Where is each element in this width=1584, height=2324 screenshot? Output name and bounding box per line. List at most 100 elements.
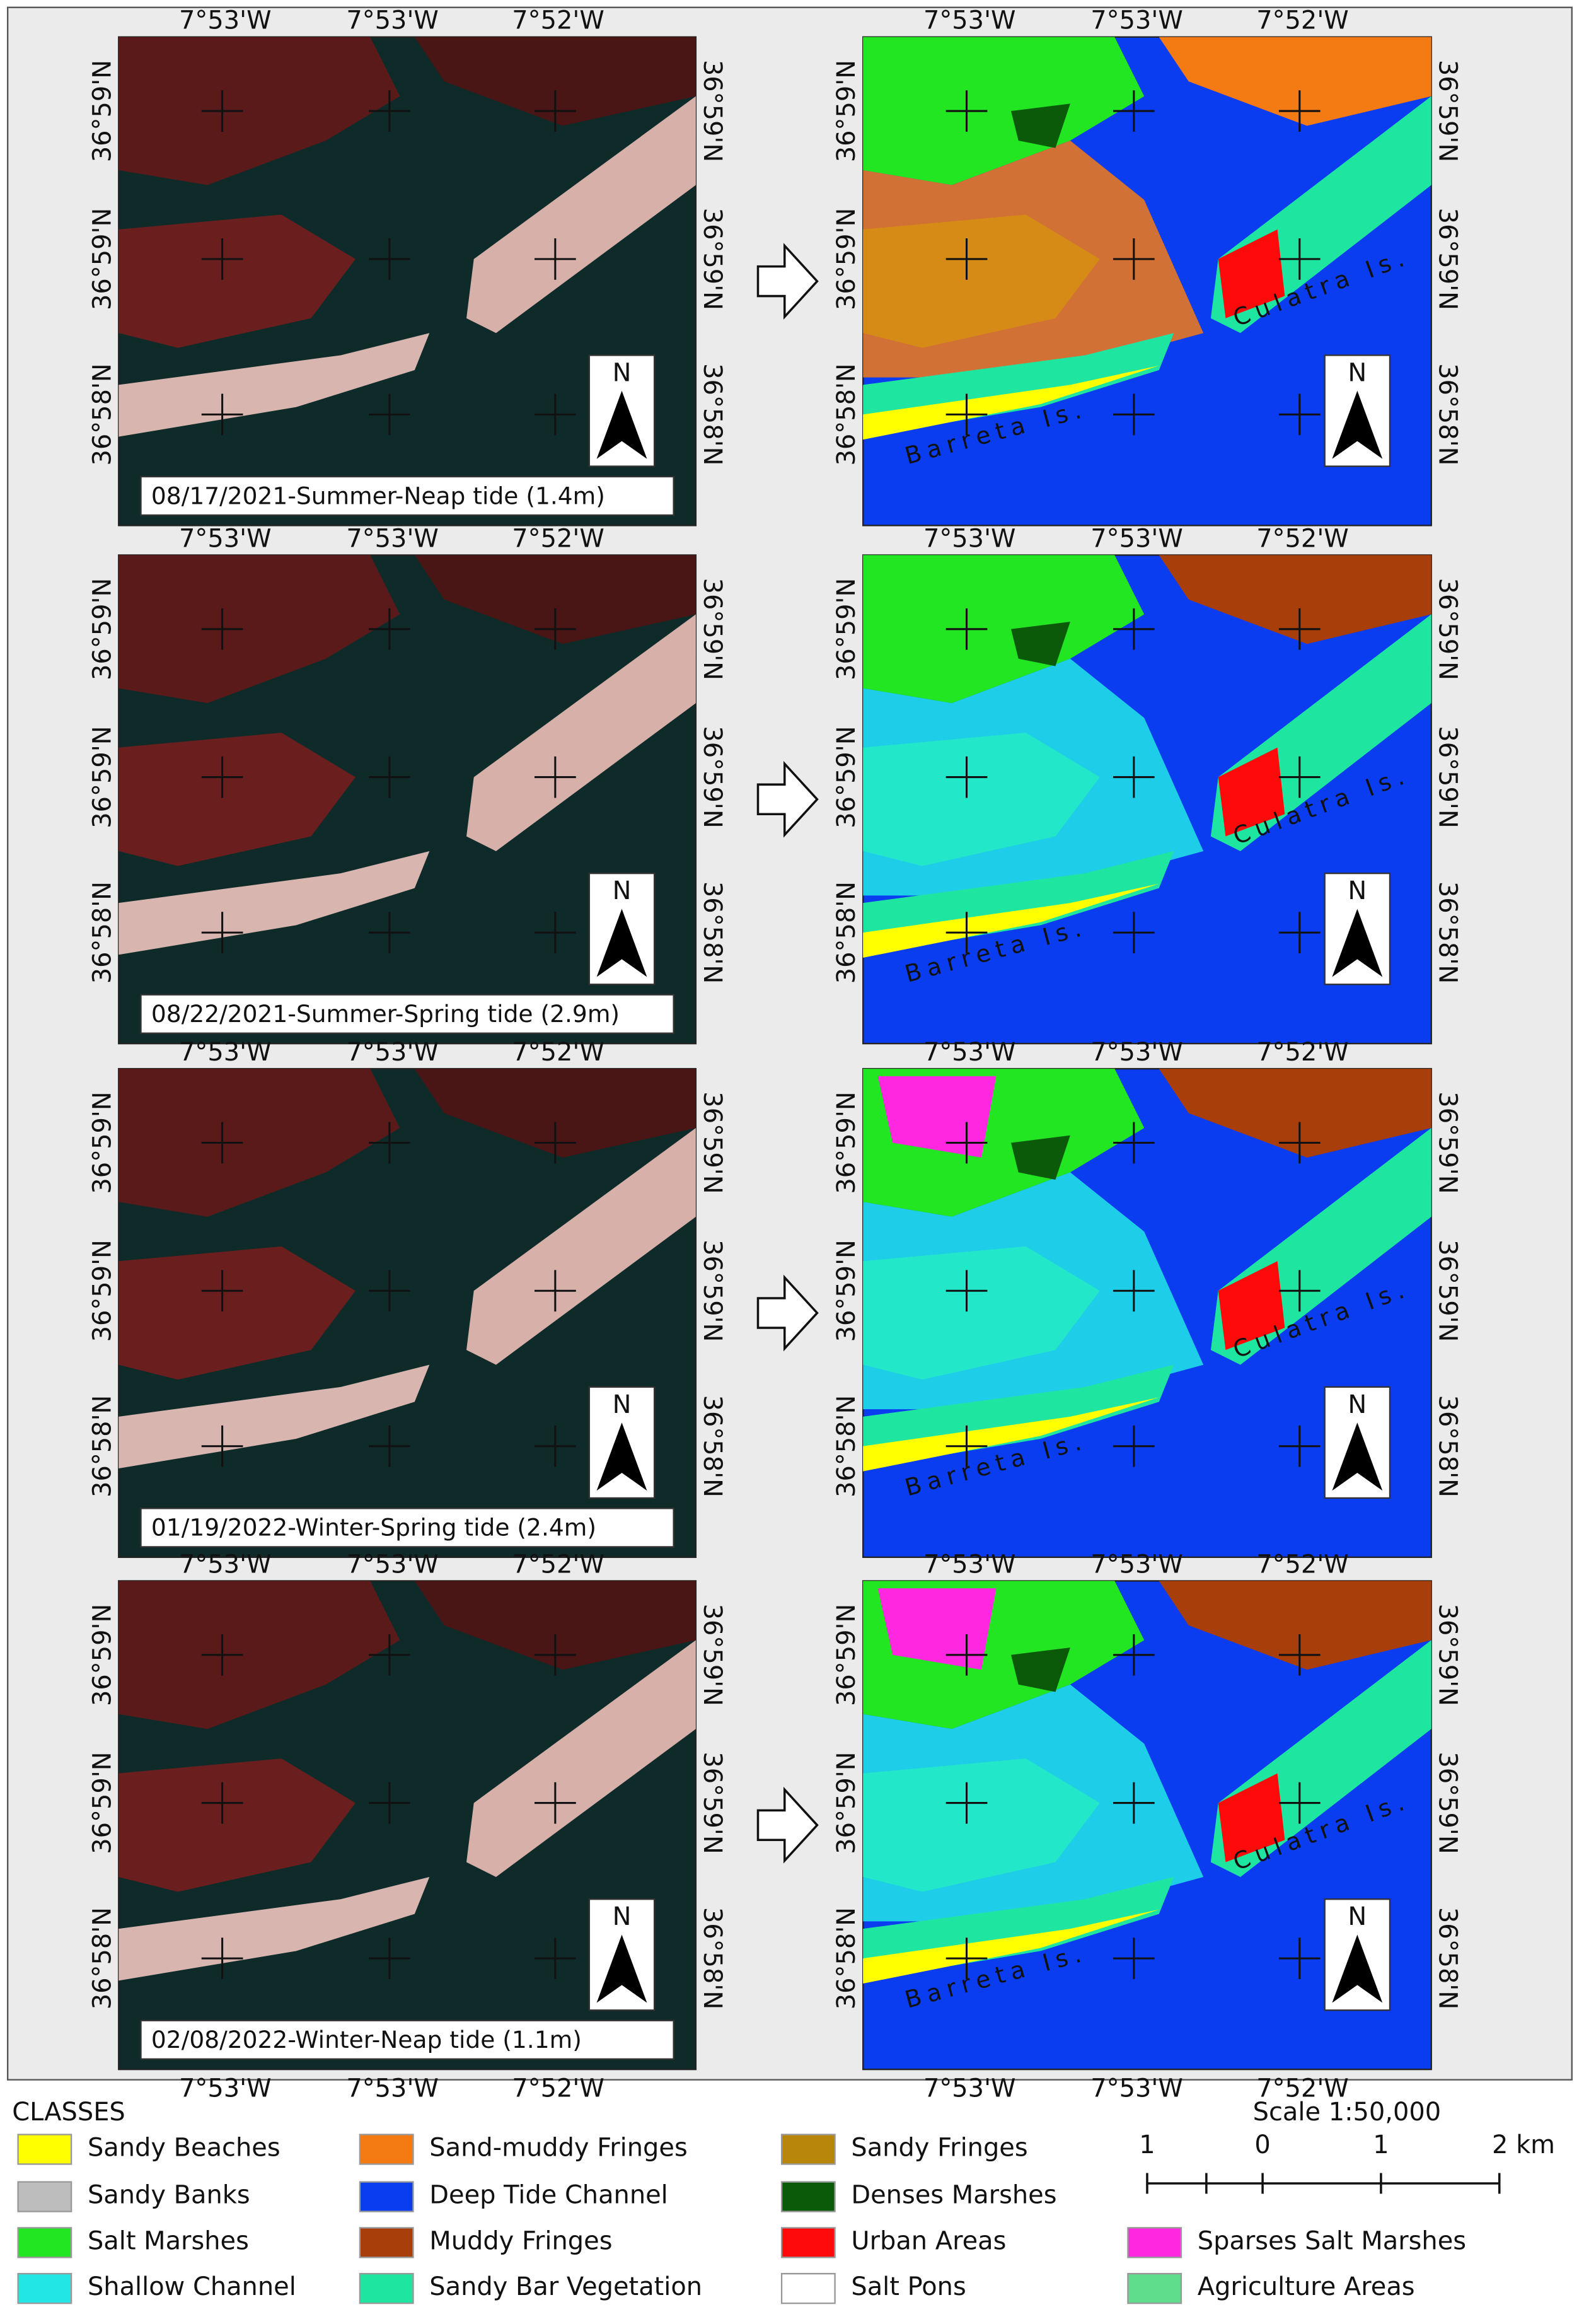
grid-cross xyxy=(201,1634,243,1676)
lat-label: 36°58'N xyxy=(698,881,727,984)
legend-label: Salt Marshes xyxy=(88,2226,249,2255)
lon-label: 7°52'W xyxy=(512,6,604,35)
grid-cross xyxy=(1113,608,1155,650)
north-box xyxy=(588,1898,656,2011)
legend-swatch xyxy=(780,2134,836,2165)
lat-label: 36°58'N xyxy=(832,363,861,465)
lat-label: 36°59'N xyxy=(88,1752,117,1854)
grid-cross xyxy=(201,608,243,650)
grid-cross xyxy=(945,608,988,650)
barreta-bar xyxy=(119,333,430,437)
lon-label: 7°52'W xyxy=(1256,1038,1349,1067)
lon-label: 7°53'W xyxy=(179,2074,272,2103)
grid-cross xyxy=(534,1270,576,1312)
legend-label: Urban Areas xyxy=(851,2226,1006,2255)
legend-label: Salt Pons xyxy=(851,2272,966,2301)
north-arrow xyxy=(1332,909,1383,977)
grid-cross xyxy=(945,1938,988,1979)
lat-label: 36°59'N xyxy=(88,60,117,162)
dense-marsh xyxy=(1010,622,1070,666)
legend-label: Sandy Bar Vegetation xyxy=(429,2272,702,2301)
shallow xyxy=(863,658,1204,896)
satellite-image: N xyxy=(118,36,697,526)
legend-label: Sparses Salt Marshes xyxy=(1198,2226,1466,2255)
lon-label: 7°53'W xyxy=(179,1550,272,1579)
grid-cross xyxy=(945,1122,988,1164)
lat-label: 36°59'N xyxy=(1433,1240,1462,1342)
panel-caption: 08/17/2021-Summer-Neap tide (1.4m) xyxy=(151,482,605,509)
lat-label: 36°59'N xyxy=(832,726,861,828)
marsh xyxy=(414,555,696,644)
north-arrow xyxy=(1332,390,1383,459)
grid-cross xyxy=(945,238,988,280)
lon-label: 7°53'W xyxy=(923,6,1016,35)
legend-label: Agriculture Areas xyxy=(1198,2272,1415,2301)
lon-label: 7°53'W xyxy=(1090,6,1183,35)
grid-cross xyxy=(1278,1122,1321,1164)
lon-label: 7°53'W xyxy=(179,1038,272,1067)
legend-swatch xyxy=(17,2273,72,2304)
marsh xyxy=(414,37,696,126)
lat-label: 36°59'N xyxy=(832,578,861,680)
lat-label: 36°59'N xyxy=(1433,1604,1462,1706)
grid-cross xyxy=(369,90,410,132)
grid-cross xyxy=(1278,608,1321,650)
lat-label: 36°59'N xyxy=(698,208,727,310)
lon-label: 7°53'W xyxy=(923,1550,1016,1579)
north-label: N xyxy=(1348,1902,1367,1931)
grid-cross xyxy=(1278,1270,1321,1312)
legend-swatch xyxy=(359,2273,414,2304)
grid-cross xyxy=(534,608,576,650)
grid-cross xyxy=(1113,756,1155,798)
urban xyxy=(1218,1773,1285,1862)
lon-label: 7°52'W xyxy=(512,1038,604,1067)
lon-label: 7°53'W xyxy=(1090,2074,1183,2103)
lat-label: 36°59'N xyxy=(88,1091,117,1194)
lat-label: 36°59'N xyxy=(698,60,727,162)
north-arrow xyxy=(596,1422,647,1491)
lon-label: 7°53'W xyxy=(346,6,439,35)
lon-label: 7°53'W xyxy=(923,1038,1016,1067)
lon-label: 7°52'W xyxy=(1256,2074,1349,2103)
legend-swatch xyxy=(780,2181,836,2212)
lat-label: 36°59'N xyxy=(832,1604,861,1706)
barreta-bar xyxy=(119,1876,430,1981)
legend-swatch xyxy=(359,2134,414,2165)
north-label: N xyxy=(1348,876,1367,905)
culatra-bar xyxy=(466,1640,696,1877)
flow-arrow xyxy=(756,1786,819,1864)
urban xyxy=(1218,229,1285,318)
scale-label: 0 xyxy=(1254,2130,1270,2159)
lat-label: 36°58'N xyxy=(832,1395,861,1497)
lon-label: 7°52'W xyxy=(512,1550,604,1579)
north-label: N xyxy=(613,1902,632,1931)
lon-label: 7°53'W xyxy=(1090,1550,1183,1579)
lat-label: 36°58'N xyxy=(1433,881,1462,984)
grid-cross xyxy=(534,393,576,436)
marsh xyxy=(414,1581,696,1670)
lat-label: 36°58'N xyxy=(698,1907,727,2009)
legend-swatch xyxy=(17,2227,72,2258)
grid-cross xyxy=(534,1634,576,1676)
grid-cross xyxy=(1113,1425,1155,1467)
barreta-bar xyxy=(119,851,430,955)
legend-label: Muddy Fringes xyxy=(429,2226,612,2255)
lon-label: 7°53'W xyxy=(346,1550,439,1579)
grid-cross xyxy=(1278,90,1321,132)
north-label: N xyxy=(613,358,632,387)
lon-label: 7°53'W xyxy=(923,2074,1016,2103)
grid-cross xyxy=(945,90,988,132)
north-label: N xyxy=(1348,1390,1367,1419)
dense-marsh xyxy=(1010,1135,1070,1180)
grid-cross xyxy=(369,1270,410,1312)
marsh xyxy=(119,555,400,704)
culatra-bar xyxy=(466,1128,696,1365)
lat-label: 36°59'N xyxy=(832,1240,861,1342)
legend-swatch xyxy=(17,2181,72,2212)
north-label: N xyxy=(1348,358,1367,387)
grid-cross xyxy=(201,1270,243,1312)
grid-cross xyxy=(201,238,243,280)
lat-label: 36°58'N xyxy=(1433,363,1462,465)
grid-cross xyxy=(1113,90,1155,132)
